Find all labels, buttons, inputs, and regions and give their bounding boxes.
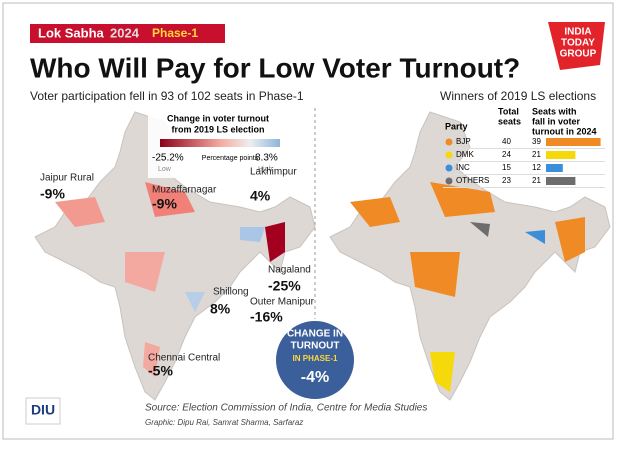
scale-low: Low: [158, 166, 172, 173]
tag-year: 2024: [110, 25, 140, 40]
badge-value: -4%: [301, 369, 329, 386]
table-header: Total: [498, 106, 519, 116]
fell-bar: [546, 151, 576, 159]
total: 15: [502, 163, 511, 172]
scale-title: from 2019 LS election: [171, 124, 264, 134]
brand-box: [25, 397, 61, 425]
title: Who Will Pay for Low Voter Turnout?: [30, 52, 520, 83]
scale-title: Change in voter turnout: [167, 113, 269, 123]
tag-bg: [30, 24, 225, 43]
place-value: 8%: [210, 301, 231, 317]
place-value: 4%: [250, 188, 271, 204]
logo: INDIA: [564, 27, 591, 38]
legend-dot: [445, 138, 453, 146]
tag: Lok Sabha: [38, 25, 105, 40]
scale-bar: [160, 139, 280, 147]
left-map: [34, 111, 316, 401]
subtitle: Winners of 2019 LS elections: [440, 89, 596, 103]
scale-max: 8.3%: [255, 153, 278, 164]
table-header: seats: [498, 116, 521, 126]
place-value: -5%: [148, 363, 173, 379]
place-name: Muzaffarnagar: [152, 185, 217, 196]
total: 23: [502, 176, 511, 185]
place-name: Jaipur Rural: [40, 173, 94, 184]
right-map: [329, 111, 611, 401]
place-value: -16%: [250, 309, 283, 325]
place-value: -25%: [268, 278, 301, 294]
credit: Graphic: Dipu Rai, Samrat Sharma, Sarfar…: [145, 418, 303, 427]
badge: [274, 319, 356, 401]
brand: DIU: [31, 402, 55, 418]
total: 40: [502, 137, 511, 146]
fell: 39: [532, 137, 541, 146]
fell-bar: [546, 177, 576, 185]
legend-dot: [445, 164, 453, 172]
fell: 21: [532, 150, 541, 159]
legend-dot: [445, 177, 453, 185]
place-value: -9%: [40, 186, 65, 202]
fell-bar: [546, 164, 563, 172]
logo: GROUP: [560, 49, 597, 60]
place-name: Outer Manipur: [250, 297, 315, 308]
party: BJP: [456, 137, 471, 146]
scale-middle: Percentage points: [202, 155, 259, 162]
logo-bg: [548, 22, 605, 70]
place-name: Shillong: [213, 287, 249, 298]
total: 24: [502, 150, 511, 159]
place-value: -9%: [152, 196, 177, 212]
source: Source: Election Commission of India, Ce…: [145, 403, 427, 414]
table-header: Party: [445, 121, 468, 131]
table-header: fall in voter: [532, 116, 581, 126]
badge-text: IN PHASE-1: [293, 354, 338, 363]
table-header: Seats with: [532, 106, 577, 116]
place-name: Nagaland: [268, 265, 311, 276]
logo: TODAY: [561, 38, 595, 49]
fell: 21: [532, 176, 541, 185]
place-name: Lakhimpur: [250, 167, 297, 178]
party: OTHERS: [456, 176, 489, 185]
fell: 12: [532, 163, 541, 172]
badge-text: TURNOUT: [291, 341, 340, 352]
legend-dot: [445, 151, 453, 159]
party: DMK: [456, 150, 474, 159]
scale-high: High: [258, 166, 273, 173]
fell-bar: [546, 138, 601, 146]
badge-text: CHANGE IN: [287, 329, 343, 340]
subtitle: Voter participation fell in 93 of 102 se…: [30, 89, 304, 103]
place-name: Chennai Central: [148, 353, 220, 364]
table-header: turnout in 2024: [532, 126, 597, 136]
scale-min: -25.2%: [152, 153, 184, 164]
tag-phase: Phase-1: [152, 26, 198, 40]
party: INC: [456, 163, 470, 172]
